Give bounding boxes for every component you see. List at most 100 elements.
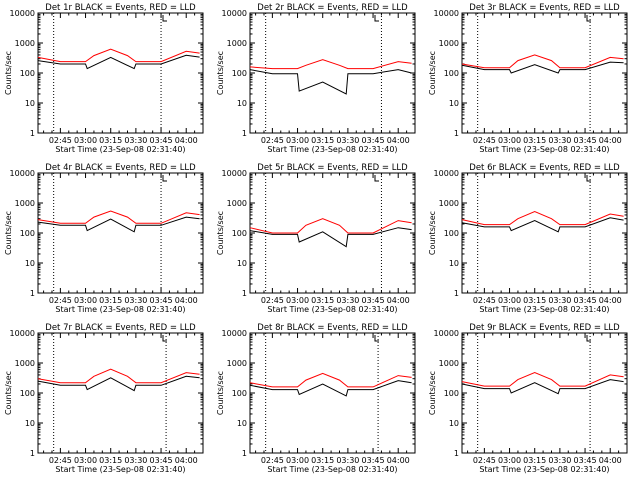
y-axis-label: Counts/sec [4,211,13,255]
plot-frame [461,332,628,454]
x-tick-label: 04:00 [387,456,410,465]
x-tick-label: 03:15 [311,456,334,465]
series-line-events [249,380,412,397]
chart-panel-6: Det 6r BLACK = Events, RED = LLD 1 10 100 10… [428,163,628,314]
plot-frame [461,172,628,294]
y-axis-label: Counts/sec [4,371,13,415]
panel-title: Det 6r BLACK = Events, RED = LLD [469,163,620,173]
y-tick-label: 100 [444,389,459,398]
x-tick-label: 03:45 [362,296,385,305]
x-tick-label: 03:30 [548,456,571,465]
series-line-events [461,379,624,395]
x-tick-label: 04:00 [599,296,622,305]
y-axis-label: Counts/sec [4,51,13,95]
y-tick-label: 1000 [15,359,35,368]
y-tick-label: 1 [242,289,247,298]
x-tick-label: 03:15 [523,296,546,305]
panel-title: Det 3r BLACK = Events, RED = LLD [469,3,620,13]
x-tick-label: 03:00 [498,456,521,465]
x-tick-label: 03:30 [336,136,359,145]
x-tick-label: 03:45 [150,456,173,465]
series-line-events [37,54,200,70]
series-line-lld [37,368,200,384]
y-tick-label: 10 [25,99,35,108]
panel-title: Det 5r BLACK = Events, RED = LLD [257,163,408,173]
x-tick-label: 03:15 [523,136,546,145]
x-tick-label: 04:00 [599,136,622,145]
x-tick-label: 03:00 [498,296,521,305]
y-tick-label: 10000 [434,329,459,338]
y-axis-label: Counts/sec [216,211,225,255]
series-line-lld [249,218,412,234]
y-tick-label: 10 [449,99,459,108]
bracket-marker [162,15,167,22]
y-tick-label: 10000 [434,9,459,18]
x-tick-label: 03:00 [74,456,97,465]
chart-panel-7: Det 7r BLACK = Events, RED = LLD 1 10 100 10… [4,323,204,474]
x-tick-label: 04:00 [175,296,198,305]
series-line-events [461,217,624,233]
y-tick-label: 1000 [15,199,35,208]
x-tick-label: 03:45 [362,136,385,145]
y-tick-label: 1000 [439,39,459,48]
x-tick-label: 03:00 [286,456,309,465]
x-tick-label: 04:00 [387,136,410,145]
y-axis-label: Counts/sec [428,371,437,415]
x-tick-label: 03:00 [74,136,97,145]
series-line-lld [249,59,412,70]
y-tick-label: 10000 [10,329,35,338]
x-axis-label: Start Time (23-Sep-08 02:31:40) [55,305,185,314]
bracket-marker [586,15,591,22]
series-line-events [249,227,412,248]
bracket-marker [162,175,167,182]
x-tick-label: 02:45 [49,296,72,305]
y-tick-label: 1 [30,449,35,458]
panel-title: Det 9r BLACK = Events, RED = LLD [469,323,620,333]
plot-frame [37,172,204,294]
x-tick-label: 03:15 [311,136,334,145]
x-tick-label: 03:30 [336,456,359,465]
x-tick-label: 02:45 [49,456,72,465]
x-tick-label: 03:15 [523,456,546,465]
x-tick-label: 03:15 [99,296,122,305]
y-axis-label: Counts/sec [428,51,437,95]
plot-frame [249,12,416,134]
y-tick-label: 10000 [434,169,459,178]
x-tick-label: 03:30 [124,296,147,305]
panel-title: Det 1r BLACK = Events, RED = LLD [45,3,196,13]
y-tick-label: 100 [444,229,459,238]
series-line-lld [461,372,624,387]
y-tick-label: 100 [20,229,35,238]
y-tick-label: 100 [232,69,247,78]
y-tick-label: 1 [454,289,459,298]
y-tick-label: 1000 [15,39,35,48]
x-axis-label: Start Time (23-Sep-08 02:31:40) [267,465,397,474]
panel-title: Det 4r BLACK = Events, RED = LLD [45,163,196,173]
chart-panel-1: Det 1r BLACK = Events, RED = LLD 1 10 100 10… [4,3,204,154]
y-tick-label: 10 [237,419,247,428]
x-tick-label: 03:45 [574,296,597,305]
x-tick-label: 03:15 [99,456,122,465]
y-tick-label: 1000 [227,39,247,48]
x-tick-label: 02:45 [49,136,72,145]
y-tick-label: 1000 [439,359,459,368]
y-tick-label: 10000 [10,169,35,178]
y-tick-label: 1000 [439,199,459,208]
y-tick-label: 100 [232,229,247,238]
y-tick-label: 10000 [222,9,247,18]
series-line-events [461,61,624,74]
chart-panel-8: Det 8r BLACK = Events, RED = LLD 1 10 100 10… [216,323,416,474]
bracket-marker [586,335,591,342]
x-tick-label: 03:45 [574,456,597,465]
x-tick-label: 03:45 [574,136,597,145]
series-line-lld [37,48,200,63]
x-tick-label: 03:45 [150,136,173,145]
x-tick-label: 03:00 [286,136,309,145]
y-tick-label: 10 [237,259,247,268]
y-tick-label: 10000 [10,9,35,18]
y-tick-label: 100 [444,69,459,78]
y-tick-label: 1 [242,449,247,458]
chart-panel-3: Det 3r BLACK = Events, RED = LLD 1 10 100 10… [428,3,628,154]
